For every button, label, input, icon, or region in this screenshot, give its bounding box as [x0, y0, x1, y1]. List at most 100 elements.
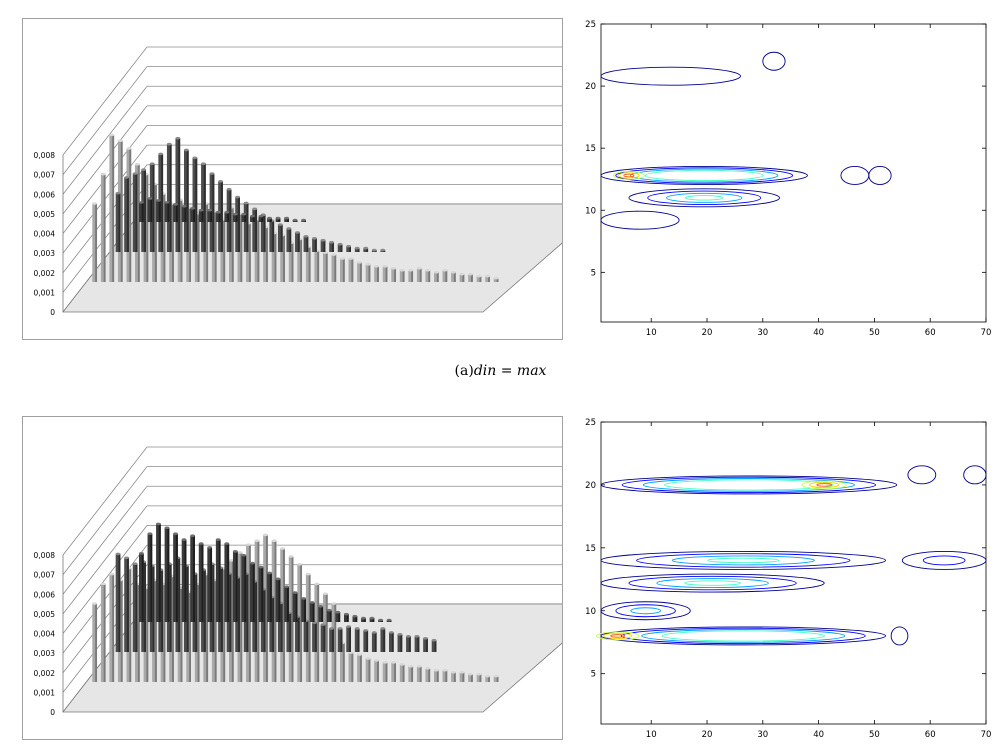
- bar-mark: [181, 205, 187, 222]
- bar-mark: [322, 251, 328, 282]
- plot-frame: [600, 421, 987, 725]
- side-gridline: [62, 105, 148, 215]
- bar-mark: [267, 571, 272, 622]
- bar-mark: [303, 619, 309, 652]
- bar-mark: [485, 274, 490, 282]
- bar3d-panel-a: 0 0,001 0,002 0,003 0,004 0,005 0,006 0,007 0,00…: [22, 18, 609, 340]
- bar-mark: [348, 651, 354, 682]
- bar-mark: [361, 616, 366, 622]
- bar-mark: [139, 201, 144, 222]
- bar-mark: [124, 176, 129, 252]
- bar3d-chart-b: 0 0,001 0,002 0,003 0,004 0,005 0,006 0,007 0,00…: [34, 446, 609, 717]
- x-tick-label: 60: [925, 730, 936, 740]
- bar-mark: [267, 216, 272, 222]
- contour-blob: [600, 573, 825, 593]
- y-tick-label: 20: [585, 481, 596, 491]
- contour-blob: [600, 475, 898, 495]
- bar-mark: [451, 270, 456, 282]
- bar-mark: [295, 231, 300, 252]
- bar-mark: [459, 670, 465, 682]
- bar-mark: [414, 635, 420, 652]
- bar-mark: [224, 210, 230, 222]
- bar-mark: [164, 526, 170, 622]
- bar-mark: [378, 618, 383, 622]
- bar-mark: [476, 274, 482, 282]
- bar-mark: [365, 657, 371, 682]
- bar-mark: [275, 577, 281, 622]
- bar-mark: [241, 553, 247, 622]
- x-tick-label: 40: [813, 730, 824, 740]
- bar-mark: [416, 665, 422, 682]
- bar-mark: [250, 561, 255, 622]
- bar-mark: [423, 636, 428, 652]
- bar-mark: [207, 208, 213, 222]
- bar3d-panel-b: 0 0,001 0,002 0,003 0,004 0,005 0,006 0,007 0,00…: [22, 416, 609, 740]
- side-gridline: [62, 66, 148, 175]
- bar-mark: [250, 214, 255, 222]
- contour-blob: [890, 626, 909, 646]
- bar-mark: [320, 623, 326, 652]
- contour-blob: [600, 210, 680, 230]
- bar-mark: [371, 631, 377, 652]
- y-tick-label: 0: [50, 308, 55, 317]
- bar-mark: [173, 532, 178, 622]
- bar-mark: [235, 195, 240, 252]
- bar-mark: [374, 659, 379, 682]
- contour-blob: [762, 51, 786, 71]
- bar-mark: [198, 208, 204, 222]
- y-tick-label: 0,003: [34, 649, 56, 658]
- bar-mark: [232, 550, 238, 622]
- bar-mark: [425, 268, 431, 282]
- bar-mark: [399, 663, 405, 682]
- bar-mark: [275, 216, 281, 222]
- x-tick-label: 30: [757, 328, 768, 338]
- contour-panel-a: 10 20 30 40 50 60 70 5 10 15 20 25: [568, 14, 998, 346]
- bar-mark: [301, 218, 306, 222]
- bar-mark: [408, 268, 414, 282]
- bar-mark: [201, 162, 206, 252]
- y-tick-label: 0: [50, 708, 55, 717]
- bar-mark: [329, 240, 334, 252]
- bar-mark: [431, 638, 437, 652]
- bar-mark: [374, 265, 379, 282]
- bar-mark: [468, 272, 473, 282]
- x-tick-label: 10: [646, 328, 657, 338]
- contour-blob: [901, 550, 987, 570]
- bar-mark: [340, 257, 345, 282]
- y-tick-label: 15: [585, 144, 596, 154]
- bar-mark: [348, 257, 354, 282]
- y-tick-label: 0,005: [34, 210, 56, 219]
- bar-mark: [451, 670, 456, 682]
- y-tick-label: 0,001: [34, 688, 56, 697]
- bar-mark: [337, 627, 343, 652]
- bar-mark: [442, 668, 448, 682]
- x-tick-label: 70: [981, 730, 992, 740]
- bar-mark: [277, 223, 283, 252]
- bar-mark: [147, 197, 153, 222]
- bar-mark: [100, 172, 106, 282]
- bar-mark: [382, 661, 388, 682]
- side-gridline: [62, 446, 148, 556]
- bar-mark: [442, 268, 448, 282]
- bar-mark: [252, 207, 258, 252]
- bar-mark: [166, 142, 172, 252]
- caption-a-math: din = max: [473, 363, 547, 379]
- bar-mark: [391, 661, 396, 682]
- bar-mark: [493, 674, 499, 682]
- bar-mark: [399, 268, 405, 282]
- bar-mark: [258, 565, 264, 622]
- bar-mark: [389, 631, 394, 652]
- bar-mark: [371, 248, 377, 252]
- bar-mark: [352, 614, 358, 622]
- bar-mark: [192, 156, 198, 252]
- contour-blob: [907, 465, 937, 485]
- bar-mark: [312, 236, 317, 252]
- bar-mark: [115, 191, 121, 252]
- bar-mark: [344, 612, 349, 622]
- y-tick-label: 0,006: [34, 190, 56, 199]
- y-tick-label: 5: [591, 268, 596, 278]
- y-tick-label: 10: [585, 607, 596, 617]
- bar-mark: [434, 668, 439, 682]
- bar-mark: [363, 246, 369, 252]
- bar-mark: [92, 602, 98, 682]
